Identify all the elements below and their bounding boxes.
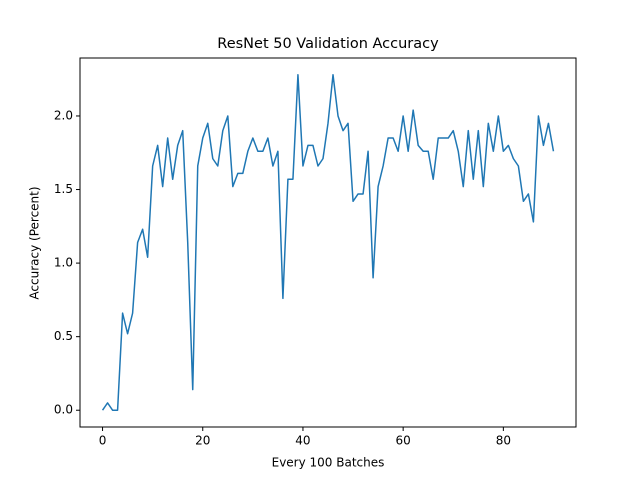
y-tick-label: 0.5 — [54, 329, 73, 343]
x-axis-label: Every 100 Batches — [272, 456, 385, 470]
plot-frame — [79, 57, 577, 428]
y-tick-label: 2.0 — [54, 108, 73, 122]
x-tick-label: 60 — [396, 434, 411, 448]
x-tick-label: 20 — [195, 434, 210, 448]
y-axis-label: Accuracy (Percent) — [28, 186, 42, 299]
y-tick-label: 1.0 — [54, 256, 73, 270]
chart-title: ResNet 50 Validation Accuracy — [217, 36, 439, 52]
x-tick-label: 40 — [295, 434, 310, 448]
data-line — [101, 74, 555, 411]
x-tick-label: 0 — [99, 434, 107, 448]
y-tick-label: 0.0 — [54, 403, 73, 417]
x-tick-label: 80 — [496, 434, 511, 448]
y-tick-label: 1.5 — [54, 182, 73, 196]
